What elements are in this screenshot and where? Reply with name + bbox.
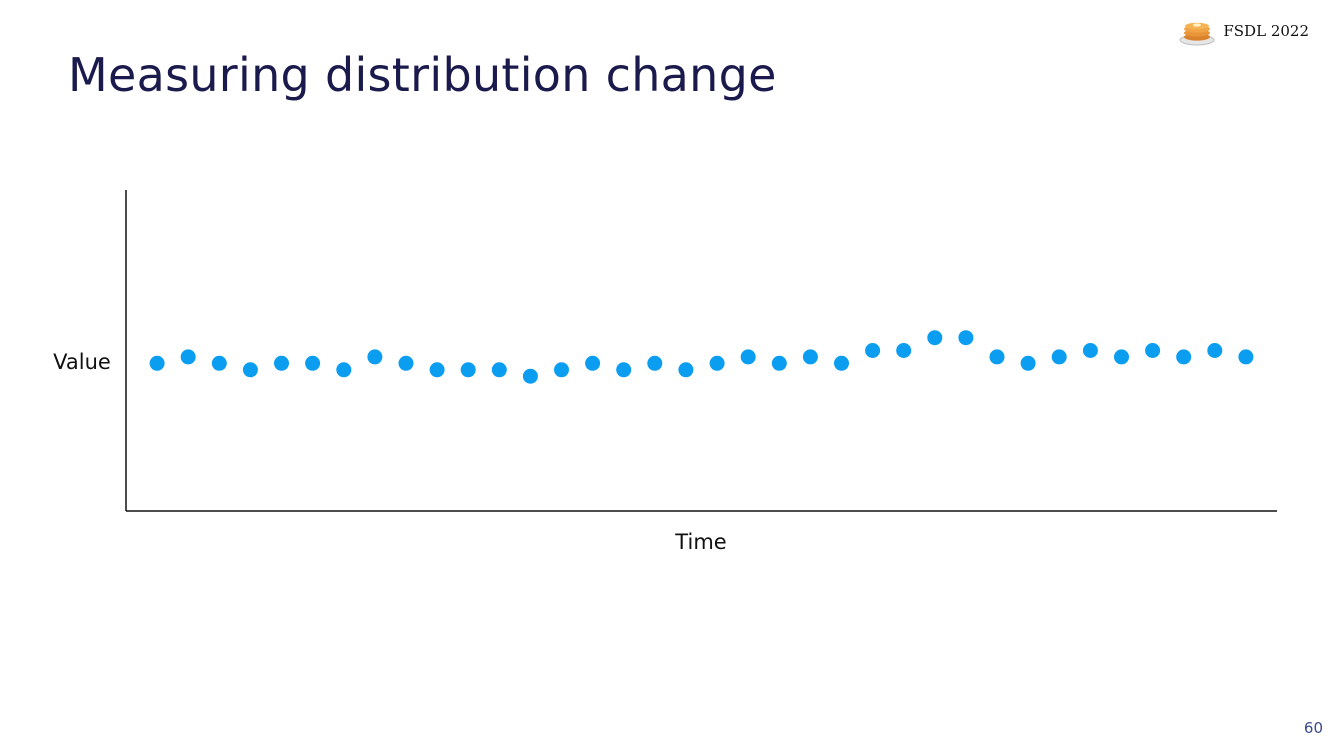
data-point [1020, 355, 1036, 371]
data-point [274, 355, 289, 371]
data-point [1207, 343, 1223, 358]
data-point [927, 330, 943, 346]
data-point [367, 349, 383, 365]
y-axis-label: Value [53, 350, 111, 374]
data-point [180, 349, 196, 365]
data-point [398, 355, 414, 371]
data-point [585, 355, 601, 371]
data-point [865, 343, 881, 358]
data-point [802, 349, 818, 365]
data-point [1082, 343, 1098, 358]
data-point [958, 330, 974, 346]
data-point [1145, 343, 1161, 358]
data-point [522, 368, 538, 384]
data-point [678, 362, 694, 378]
data-point [429, 362, 445, 378]
data-point [709, 355, 725, 371]
data-point [1051, 349, 1067, 365]
data-point [740, 349, 756, 365]
data-point [554, 362, 569, 378]
data-point [1238, 349, 1254, 365]
data-point [989, 349, 1005, 365]
data-points [149, 330, 1254, 384]
data-point [242, 362, 258, 378]
data-point [491, 362, 507, 378]
data-point [896, 343, 912, 358]
data-point [647, 355, 663, 371]
data-point [336, 362, 352, 378]
data-point [1176, 349, 1192, 365]
data-point [305, 355, 321, 371]
x-axis-label: Time [674, 530, 726, 554]
data-point [771, 355, 787, 371]
data-point [149, 355, 165, 371]
data-point [616, 362, 632, 378]
pancake-stack-icon [1179, 22, 1215, 46]
data-point [834, 355, 849, 371]
slide-title: Measuring distribution change [68, 48, 777, 102]
data-point [460, 362, 476, 378]
brand-badge: FSDL 2022 [1179, 16, 1309, 46]
data-point [1114, 349, 1129, 365]
data-point [211, 355, 227, 371]
brand-text: FSDL 2022 [1223, 22, 1309, 40]
page-number: 60 [1303, 719, 1323, 737]
